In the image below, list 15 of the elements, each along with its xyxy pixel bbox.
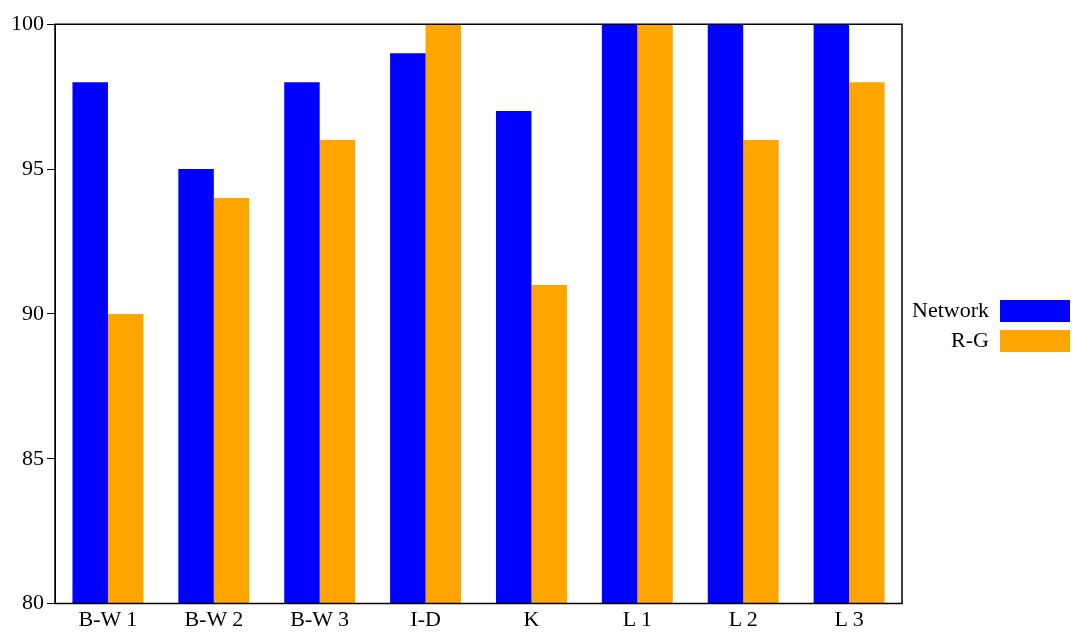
x-tick-label: L 1 <box>622 605 652 631</box>
x-tick-label: K <box>523 605 540 631</box>
y-tick-label: 90 <box>22 299 44 325</box>
y-tick-label: 80 <box>22 589 44 615</box>
x-tick-label: L 2 <box>728 605 758 631</box>
x-tick-label: L 3 <box>834 605 864 631</box>
y-tick-label: 95 <box>22 154 44 180</box>
y-tick-label: 85 <box>22 444 44 470</box>
x-tick-label: B-W 2 <box>184 605 244 631</box>
x-tick-label: B-W 1 <box>78 605 138 631</box>
legend-label: Network <box>912 296 989 322</box>
legend-label: R-G <box>951 326 990 352</box>
y-tick-label: 100 <box>11 9 44 35</box>
x-tick-label: B-W 3 <box>290 605 350 631</box>
x-tick-label: I-D <box>410 605 441 631</box>
